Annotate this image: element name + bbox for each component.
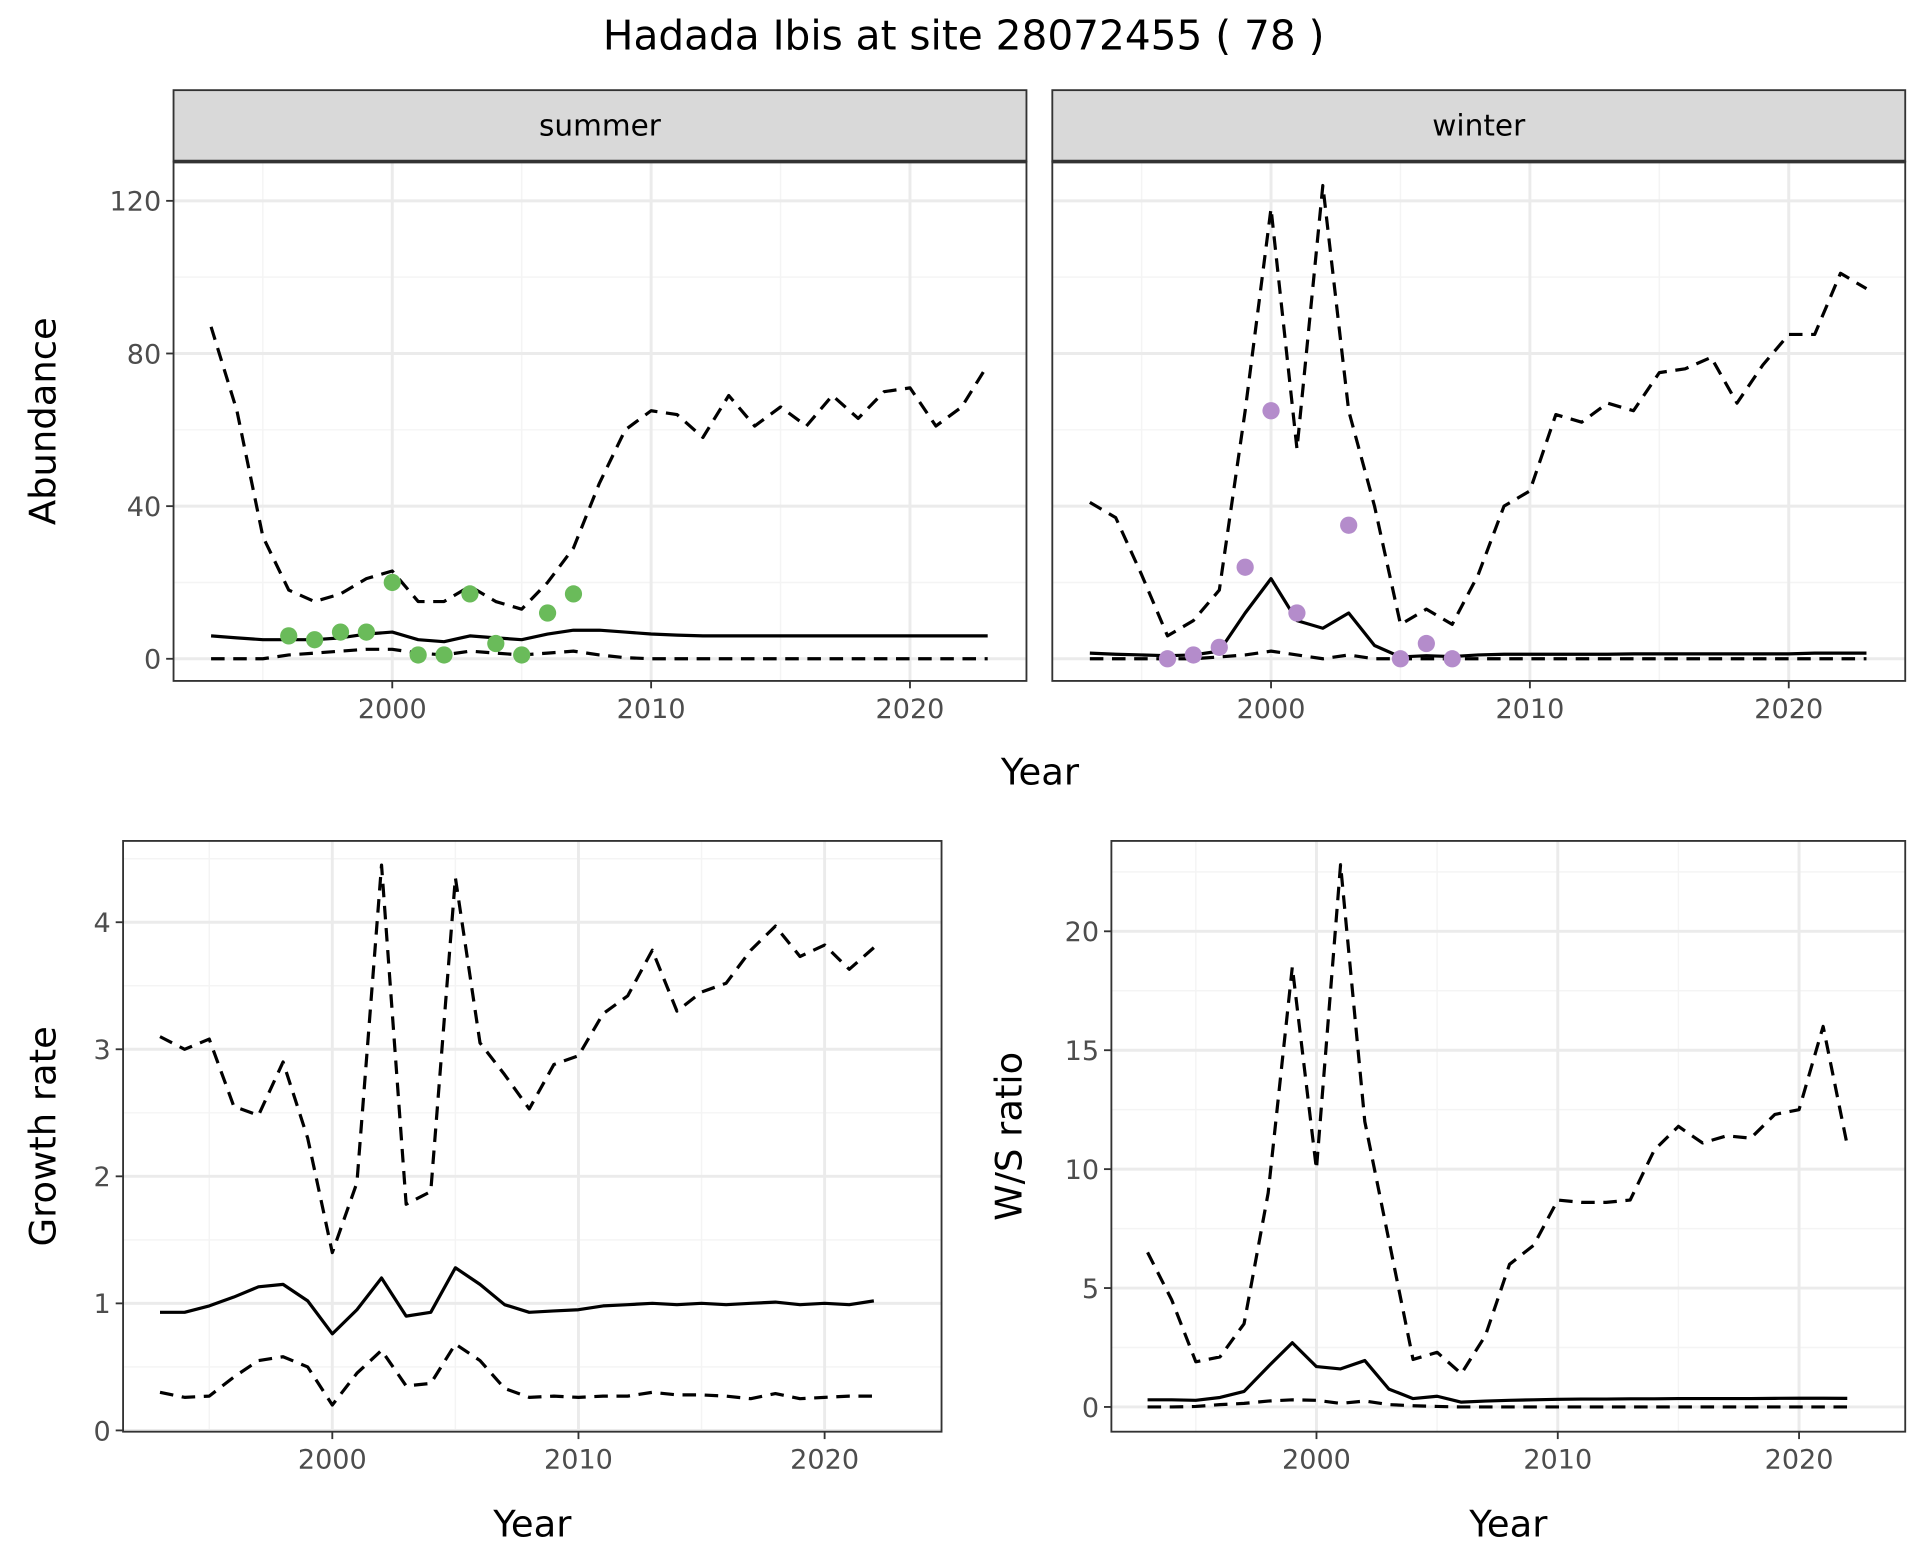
y-tick-label: 0 bbox=[94, 1416, 111, 1447]
y-axis-title: Growth rate bbox=[21, 1026, 64, 1246]
data-point bbox=[513, 646, 531, 664]
x-axis-title: Year bbox=[1468, 1502, 1548, 1545]
series-line-upper bbox=[1089, 183, 1868, 638]
y-tick-label: 1 bbox=[94, 1289, 111, 1320]
data-point bbox=[280, 627, 298, 645]
y-tick-label: 4 bbox=[94, 908, 111, 939]
facet-strip-label: summer bbox=[539, 109, 662, 143]
series-line-lower bbox=[211, 647, 988, 661]
data-point bbox=[461, 585, 479, 603]
x-tick-label: 2010 bbox=[1495, 694, 1564, 725]
x-tick-label: 2020 bbox=[876, 694, 945, 725]
y-tick-label: 80 bbox=[127, 339, 161, 370]
y-tick-label: 10 bbox=[1065, 1155, 1099, 1186]
data-point bbox=[1236, 558, 1254, 576]
x-tick-label: 2010 bbox=[1523, 1445, 1592, 1476]
data-point bbox=[1210, 638, 1228, 656]
data-point bbox=[1158, 650, 1177, 668]
panel-border bbox=[122, 840, 943, 1433]
summer-panel: summer 2000 2010 2020 0 40 80 120 Abundance bbox=[21, 89, 1028, 725]
y-tick-label: 40 bbox=[127, 492, 161, 523]
y-tick-label: 2 bbox=[94, 1162, 111, 1193]
y-tick-label: 3 bbox=[94, 1035, 111, 1066]
y-tick-label: 120 bbox=[110, 187, 162, 218]
plot-background bbox=[1111, 840, 1906, 1432]
x-tick-label: 2000 bbox=[1282, 1445, 1351, 1476]
data-point bbox=[409, 646, 427, 664]
data-point bbox=[1417, 634, 1435, 653]
data-point bbox=[538, 604, 557, 622]
series-line-upper bbox=[159, 863, 875, 1255]
facet-strip bbox=[1051, 89, 1907, 163]
y-tick-label: 0 bbox=[1082, 1393, 1099, 1424]
y-axis-title: Abundance bbox=[21, 317, 64, 525]
y-axis-title: W/S ratio bbox=[988, 1052, 1031, 1221]
series-line-mean bbox=[160, 1266, 875, 1336]
data-point bbox=[331, 623, 350, 641]
facet-strip-label: winter bbox=[1432, 109, 1526, 143]
series-line-mean bbox=[1147, 1341, 1848, 1404]
y-tick-label: 20 bbox=[1065, 917, 1099, 948]
winter-panel: winter 2000 2010 2020 bbox=[1051, 89, 1907, 725]
growth-panel: 2000 2010 2020 0 1 2 3 4 Growth rate Year bbox=[21, 840, 943, 1545]
x-tick-label: 2020 bbox=[1754, 694, 1823, 725]
ratio-panel: 2000 2010 2020 0 5 10 15 20 W/S ratio Year bbox=[988, 840, 1907, 1545]
data-point bbox=[1288, 604, 1306, 622]
x-axis-title: Year bbox=[492, 1502, 572, 1545]
x-tick-label: 2010 bbox=[617, 694, 686, 725]
series-line-upper bbox=[1146, 863, 1849, 1376]
x-tick-label: 2020 bbox=[790, 1445, 859, 1476]
series-line-upper bbox=[209, 326, 990, 611]
plot-background bbox=[123, 840, 942, 1432]
facet-strip bbox=[172, 89, 1028, 163]
x-tick-label: 2000 bbox=[358, 694, 427, 725]
panel-border bbox=[1110, 840, 1907, 1433]
plot-background bbox=[1052, 161, 1906, 681]
series-line-lower bbox=[1089, 649, 1867, 661]
data-point bbox=[1340, 516, 1358, 534]
y-tick-label: 15 bbox=[1065, 1036, 1099, 1067]
data-point bbox=[487, 634, 505, 653]
data-point bbox=[305, 631, 324, 649]
x-tick-label: 2010 bbox=[544, 1445, 613, 1476]
data-point bbox=[383, 573, 401, 592]
figure-title: Hadada Ibis at site 28072455 ( 78 ) bbox=[603, 12, 1325, 60]
data-point bbox=[357, 623, 375, 641]
y-tick-label: 0 bbox=[144, 645, 161, 676]
data-point bbox=[1184, 646, 1202, 664]
data-point bbox=[435, 646, 453, 664]
x-tick-label: 2020 bbox=[1765, 1445, 1834, 1476]
x-tick-label: 2000 bbox=[1237, 694, 1306, 725]
data-point bbox=[1262, 402, 1280, 420]
x-tick-label: 2000 bbox=[298, 1445, 367, 1476]
top-x-axis-title: Year bbox=[1000, 750, 1080, 793]
data-point bbox=[564, 585, 583, 603]
data-point bbox=[1391, 650, 1410, 668]
data-point bbox=[1443, 650, 1461, 668]
plot-background bbox=[173, 161, 1027, 681]
series-line-lower bbox=[1147, 1398, 1848, 1409]
series-line-lower bbox=[159, 1342, 874, 1407]
y-tick-label: 5 bbox=[1082, 1274, 1099, 1305]
